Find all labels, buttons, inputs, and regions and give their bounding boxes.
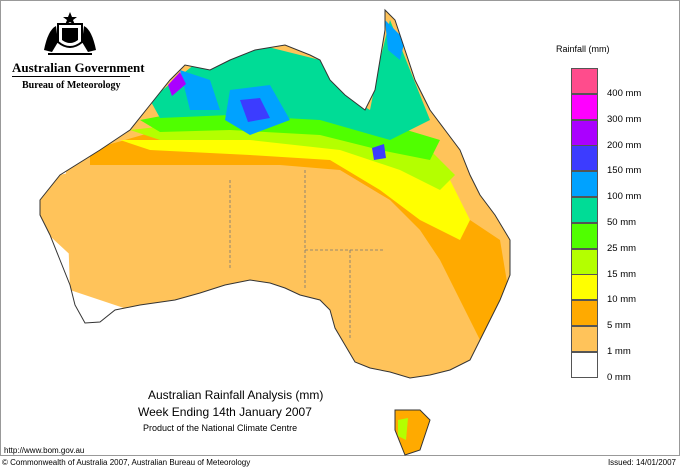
legend-swatch bbox=[571, 197, 598, 223]
legend-swatch bbox=[571, 145, 598, 172]
legend-label: 50 mm bbox=[607, 217, 637, 228]
legend-label: 10 mm bbox=[607, 294, 637, 306]
agency-name: Bureau of Meteorology bbox=[22, 80, 121, 91]
legend-swatch bbox=[571, 222, 598, 249]
legend-label: 1 mm bbox=[607, 346, 631, 357]
legend-label: 300 mm bbox=[607, 113, 642, 125]
legend-label: 25 mm bbox=[607, 242, 637, 254]
legend-label: 100 mm bbox=[607, 191, 642, 203]
state-borders bbox=[229, 170, 385, 340]
legend-swatch bbox=[571, 68, 598, 94]
legend-swatch bbox=[571, 351, 598, 378]
map-title: Australian Rainfall Analysis (mm) bbox=[148, 388, 324, 402]
legend-swatch bbox=[571, 300, 598, 327]
rain-100mm-zone bbox=[180, 20, 405, 135]
legend-swatch bbox=[571, 171, 598, 198]
legend-label: 200 mm bbox=[607, 139, 642, 151]
website-link[interactable]: http://www.bom.gov.au bbox=[4, 446, 85, 455]
legend-label: 150 mm bbox=[607, 165, 642, 177]
legend-swatch bbox=[571, 326, 598, 352]
rain-10mm-zone bbox=[120, 140, 470, 240]
rain-25mm-zone bbox=[140, 105, 440, 160]
legend-label: 5 mm bbox=[607, 320, 631, 332]
map-subtitle: Week Ending 14th January 2007 bbox=[138, 405, 312, 419]
map-credit: Product of the National Climate Centre bbox=[143, 423, 298, 433]
rain-150mm-zone bbox=[240, 98, 386, 160]
government-crest-icon bbox=[44, 12, 96, 55]
rain-200mm-zone bbox=[168, 72, 186, 96]
legend-title: Rainfall (mm) bbox=[556, 44, 610, 54]
legend-swatch bbox=[571, 248, 598, 275]
government-name: Australian Government bbox=[12, 60, 145, 75]
legend-label: 400 mm bbox=[607, 88, 642, 99]
legend-label: 15 mm bbox=[607, 268, 637, 280]
logo-divider bbox=[12, 76, 130, 77]
tasmania-15mm-zone bbox=[398, 418, 408, 440]
rain-15mm-zone bbox=[130, 120, 455, 190]
legend-swatch bbox=[571, 93, 598, 120]
legend-swatch bbox=[571, 119, 598, 146]
legend-swatch bbox=[571, 274, 598, 301]
copyright-text: © Commonwealth of Australia 2007, Austra… bbox=[2, 458, 251, 467]
issued-date: Issued: 14/01/2007 bbox=[607, 458, 676, 467]
legend-label: 0 mm bbox=[607, 371, 631, 383]
